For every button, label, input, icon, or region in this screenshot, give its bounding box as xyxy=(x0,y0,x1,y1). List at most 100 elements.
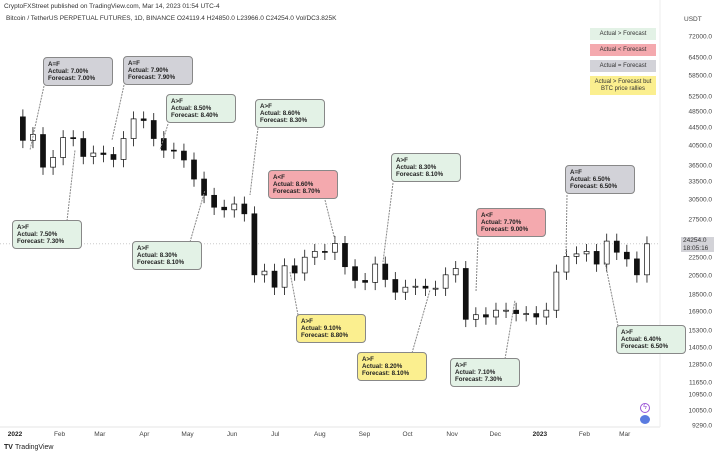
candle-body xyxy=(110,154,117,160)
currency-unit: USDT xyxy=(684,16,702,23)
annotation-tag: A>F xyxy=(137,245,149,252)
cpi-annotation[interactable]: A>F Actual: 8.30% Forecast: 8.10% xyxy=(132,241,202,270)
annotation-actual: Actual: 9.10% xyxy=(301,325,342,332)
time-tick-label: Jun xyxy=(226,431,238,438)
annotation-forecast: Forecast: 8.40% xyxy=(171,112,219,119)
price-tick-label: 30500.0 xyxy=(688,196,713,204)
brand-name: TradingView xyxy=(14,444,54,451)
candle-body xyxy=(543,309,550,318)
candle-body xyxy=(140,118,147,121)
annotation-actual: Actual: 8.50% xyxy=(171,105,212,112)
candle-body xyxy=(422,285,429,289)
candle-body xyxy=(311,251,318,258)
candle-body xyxy=(241,203,248,215)
cpi-annotation[interactable]: A>F Actual: 8.50% Forecast: 8.40% xyxy=(166,94,236,123)
candle-body xyxy=(201,178,207,196)
cpi-annotation[interactable]: A=F Actual: 6.50% Forecast: 6.50% xyxy=(565,165,635,194)
candle-body xyxy=(362,280,368,283)
cpi-annotation[interactable]: A>F Actual: 8.60% Forecast: 8.30% xyxy=(255,99,325,128)
tradingview-logo-icon: TV xyxy=(4,444,13,451)
bar-countdown: 18:05:16 xyxy=(683,244,709,252)
legend-actual-less: Actual < Forecast xyxy=(590,44,656,56)
annotation-tag: A=F xyxy=(570,169,582,176)
candle-body xyxy=(613,240,620,253)
annotation-forecast: Forecast: 7.30% xyxy=(455,376,503,383)
annotation-pointer xyxy=(111,84,125,141)
lightning-event-icon[interactable]: ϟ xyxy=(640,403,650,413)
candle-body xyxy=(593,251,600,265)
price-tick-label: 20500.0 xyxy=(688,272,713,280)
time-tick-label: Aug xyxy=(314,431,326,438)
candle-body xyxy=(221,206,228,211)
annotation-actual: Actual: 7.10% xyxy=(455,369,496,376)
candle-body xyxy=(60,137,66,158)
cpi-annotation[interactable]: A<F Actual: 8.60% Forecast: 8.70% xyxy=(268,170,338,199)
candle-body xyxy=(100,152,107,155)
price-tick-label: 18500.0 xyxy=(688,291,713,299)
last-price: 24254.0 xyxy=(683,237,707,244)
cpi-annotation[interactable]: A>F Actual: 8.30% Forecast: 8.10% xyxy=(391,153,461,182)
annotation-actual: Actual: 6.40% xyxy=(621,336,662,343)
candle-body xyxy=(483,314,489,318)
publisher-line: CryptoFXStreet published on TradingView.… xyxy=(4,3,220,10)
candle-body xyxy=(301,256,308,274)
price-tick-label: 72000.0 xyxy=(688,33,713,41)
cpi-annotation[interactable]: A>F Actual: 9.10% Forecast: 8.80% xyxy=(296,314,366,343)
price-tick-label: 40500.0 xyxy=(688,142,713,150)
annotation-tag: A<F xyxy=(481,212,493,219)
annotation-forecast: Forecast: 8.10% xyxy=(362,370,410,377)
price-tick-label: 48500.0 xyxy=(688,108,713,116)
cpi-annotation[interactable]: A=F Actual: 7.90% Forecast: 7.90% xyxy=(123,56,193,85)
cpi-annotation[interactable]: A<F Actual: 7.70% Forecast: 9.00% xyxy=(476,208,546,237)
annotation-tag: A>F xyxy=(260,103,272,110)
cpi-annotation[interactable]: A=F Actual: 7.00% Forecast: 7.00% xyxy=(43,57,113,86)
price-tick-label: 44500.0 xyxy=(688,124,713,132)
candle-body xyxy=(171,149,177,152)
candle-body xyxy=(644,243,650,276)
time-tick-label: Feb xyxy=(53,431,66,438)
time-tick-label: Dec xyxy=(489,431,502,438)
candle-body xyxy=(342,243,348,268)
annotation-actual: Actual: 7.50% xyxy=(17,231,58,238)
annotation-tag: A>F xyxy=(17,224,29,231)
price-tick-label: 52500.0 xyxy=(688,93,713,101)
cpi-annotation[interactable]: A>F Actual: 8.20% Forecast: 8.10% xyxy=(357,352,427,381)
price-tick-label: 64500.0 xyxy=(688,54,713,62)
cpi-annotation[interactable]: A>F Actual: 7.50% Forecast: 7.30% xyxy=(12,220,82,249)
annotation-forecast: Forecast: 6.50% xyxy=(570,183,618,190)
annotation-pointer xyxy=(565,194,568,256)
annotation-tag: A>F xyxy=(171,98,183,105)
price-tick-label: 27500.0 xyxy=(688,216,713,224)
annotation-pointer xyxy=(289,271,299,316)
candle-body xyxy=(261,270,268,276)
candle-body xyxy=(563,256,570,273)
annotation-actual: Actual: 7.90% xyxy=(128,67,169,74)
price-tick-label: 15300.0 xyxy=(688,327,713,335)
annotation-forecast: Forecast: 6.50% xyxy=(621,343,669,350)
time-tick-label: 2023 xyxy=(532,431,548,438)
candle-body xyxy=(40,134,46,168)
candle-body xyxy=(472,314,479,320)
cpi-annotation[interactable]: A>F Actual: 7.10% Forecast: 7.30% xyxy=(450,358,520,387)
tradingview-brand: TV TradingView xyxy=(4,444,53,451)
us-flag-event-icon[interactable] xyxy=(640,415,650,424)
candle-body xyxy=(120,138,127,160)
annotation-forecast: Forecast: 8.30% xyxy=(260,117,308,124)
candle-body xyxy=(493,309,499,318)
annotation-forecast: Forecast: 7.00% xyxy=(48,75,96,82)
candle-body xyxy=(130,118,137,139)
cpi-annotation[interactable]: A>F Actual: 6.40% Forecast: 6.50% xyxy=(616,325,686,354)
candle-body xyxy=(533,313,540,318)
annotation-tag: A>F xyxy=(301,318,313,325)
price-tick-label: 11650.0 xyxy=(688,379,712,387)
annotation-tag: A>F xyxy=(362,356,374,363)
time-tick-label: 2022 xyxy=(7,431,23,438)
annotation-forecast: Forecast: 7.30% xyxy=(17,238,65,245)
time-tick-label: Mar xyxy=(94,431,106,438)
annotation-pointer xyxy=(66,149,76,222)
annotation-actual: Actual: 8.20% xyxy=(362,363,403,370)
candle-body xyxy=(352,266,358,281)
annotation-pointer xyxy=(29,85,45,151)
annotation-pointer xyxy=(604,261,619,327)
